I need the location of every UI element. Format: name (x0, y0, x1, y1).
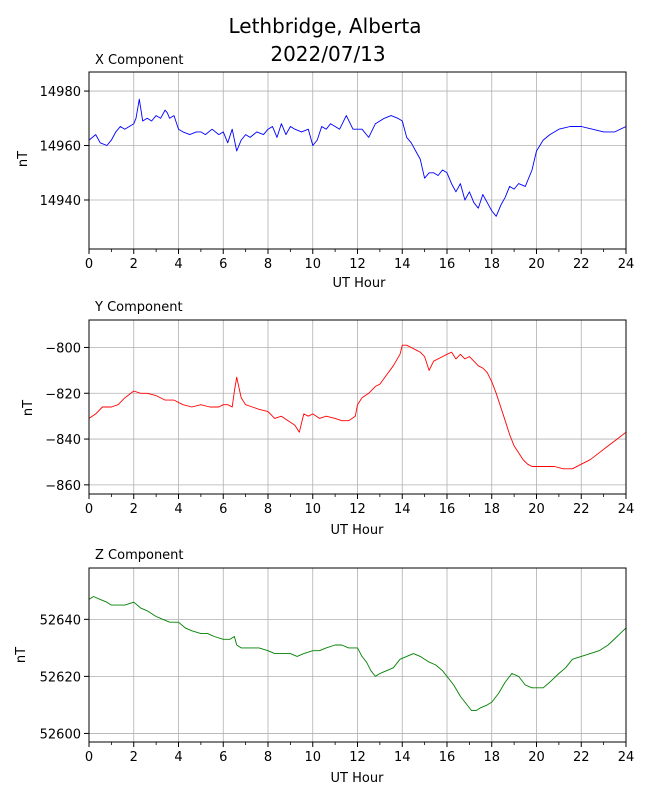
y-component-xtick-label: 20 (528, 502, 545, 517)
x-component-xtick-label: 12 (349, 257, 366, 272)
z-component-xtick-label: 0 (85, 750, 93, 765)
x-component-ylabel: nT (16, 151, 31, 167)
z-component-xtick-label: 2 (130, 750, 138, 765)
z-component-xtick-label: 22 (573, 750, 590, 765)
x-component-xtick-label: 10 (304, 257, 321, 272)
x-component-xtick-label: 0 (85, 257, 93, 272)
figure-title-date: 2022/07/13 (270, 42, 385, 66)
y-component-ytick-label: −840 (45, 433, 81, 448)
x-component-series-line (88, 98, 627, 217)
figure-title-location: Lethbridge, Alberta (228, 14, 421, 38)
z-component-xtick-label: 10 (304, 750, 321, 765)
z-component-xtick-label: 14 (394, 750, 411, 765)
z-component-xtick-label: 20 (528, 750, 545, 765)
x-component-xtick-label: 16 (439, 257, 456, 272)
y-component-ytick-label: −800 (45, 341, 81, 356)
z-component-xlabel: UT Hour (331, 771, 385, 786)
y-component-ylabel: nT (21, 400, 36, 416)
y-component-xtick-label: 16 (439, 502, 456, 517)
x-component-xtick-label: 6 (219, 257, 227, 272)
y-component-xtick-label: 14 (394, 502, 411, 517)
z-component-xtick-label: 12 (349, 750, 366, 765)
x-component-xtick-label: 8 (264, 257, 272, 272)
x-component-xtick-label: 14 (394, 257, 411, 272)
y-component-xtick-label: 22 (573, 502, 590, 517)
x-component-ytick-label: 14960 (40, 140, 81, 155)
z-component-xtick-label: 6 (219, 750, 227, 765)
x-component-xlabel: UT Hour (333, 276, 387, 291)
x-component-ytick-label: 14980 (40, 85, 81, 100)
z-component-ytick-label: 52640 (40, 613, 81, 628)
z-component-xtick-label: 16 (439, 750, 456, 765)
x-component-xtick-label: 4 (174, 257, 182, 272)
x-component-xtick-label: 2 (130, 257, 138, 272)
z-component-panel: Z Component UT Hour nT 0 2 4 6 8 10 12 14 16 18 20… (14, 548, 634, 786)
y-component-ytick-label: −860 (45, 479, 81, 494)
x-component-xtick-label: 20 (528, 257, 545, 272)
x-component-ytick-label: 14940 (40, 194, 81, 209)
y-component-ytick-label: −820 (45, 387, 81, 402)
z-component-ytick-label: 52620 (40, 670, 81, 685)
y-component-xtick-label: 12 (349, 502, 366, 517)
y-component-xtick-label: 6 (219, 502, 227, 517)
y-component-xtick-label: 24 (618, 502, 635, 517)
y-component-xtick-label: 0 (85, 502, 93, 517)
y-component-xtick-label: 8 (264, 502, 272, 517)
y-component-xtick-label: 2 (130, 502, 138, 517)
y-component-xtick-label: 18 (483, 502, 500, 517)
y-component-title: Y Component (94, 300, 183, 315)
x-component-panel: X Component UT Hour nT 0 2 4 6 8 10 12 14 16 18 20… (16, 53, 634, 291)
x-component-title: X Component (95, 53, 184, 68)
z-component-ylabel: nT (14, 647, 29, 663)
z-component-title: Z Component (95, 548, 184, 563)
z-component-xtick-label: 4 (174, 750, 182, 765)
z-component-xtick-label: 8 (264, 750, 272, 765)
x-component-xtick-label: 22 (573, 257, 590, 272)
z-component-xtick-label: 18 (483, 750, 500, 765)
y-component-xtick-label: 4 (174, 502, 182, 517)
y-component-xtick-label: 10 (304, 502, 321, 517)
y-component-series-line (88, 344, 627, 470)
y-component-xlabel: UT Hour (331, 523, 385, 538)
y-component-panel: Y Component UT Hour nT 0 2 4 6 8 10 12 14 16 18 20… (21, 300, 634, 538)
z-component-xtick-label: 24 (618, 750, 635, 765)
z-component-ytick-label: 52600 (40, 727, 81, 742)
x-component-xtick-label: 24 (618, 257, 635, 272)
z-component-series-line (88, 596, 627, 712)
x-component-xtick-label: 18 (483, 257, 500, 272)
